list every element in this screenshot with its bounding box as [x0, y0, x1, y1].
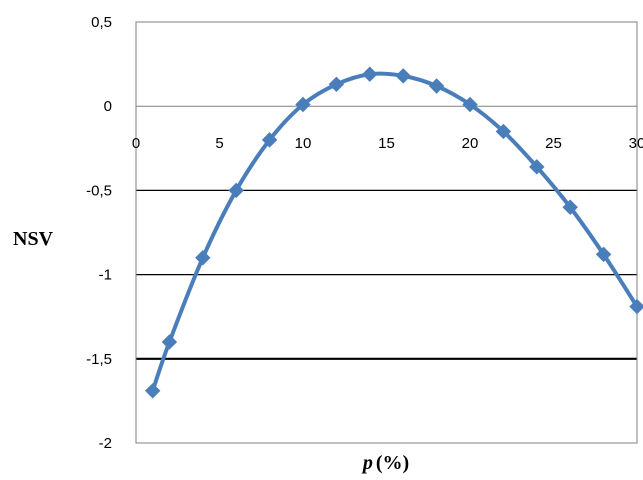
data-point: [529, 159, 545, 175]
data-point: [328, 76, 345, 93]
x-axis-title: p (%): [361, 452, 409, 474]
series-group: [150, 71, 639, 393]
data-point: [195, 250, 211, 266]
data-point: [595, 246, 612, 263]
x-tick-label: 10: [295, 135, 312, 152]
x-axis-variable: p: [361, 452, 373, 474]
data-point: [629, 298, 643, 315]
data-point: [462, 96, 478, 113]
gridlines: [136, 189, 637, 360]
data-point: [295, 96, 311, 113]
x-tick-label: 20: [462, 135, 479, 152]
x-tick-label: 5: [215, 135, 223, 152]
data-point: [261, 132, 278, 148]
plot-area-frame: [135, 21, 638, 444]
y-axis-title: NSV: [13, 228, 54, 250]
y-tick-labels: 0,5 0 -0,5 -1 -1,5 -2: [86, 14, 112, 452]
data-point: [428, 78, 445, 94]
series-line: [150, 71, 639, 393]
data-point: [228, 182, 244, 199]
y-tick-label: 0,5: [91, 14, 112, 31]
data-markers: [144, 66, 643, 399]
y-tick-label: -0,5: [86, 182, 112, 199]
data-point: [395, 68, 411, 84]
y-tick-label: 0: [104, 98, 112, 115]
y-tick-label: -1: [99, 267, 112, 284]
x-tick-label: 15: [378, 135, 395, 152]
data-point: [362, 66, 378, 82]
x-tick-label: 30: [629, 135, 643, 152]
data-point: [161, 334, 178, 350]
x-tick-label: 0: [132, 135, 140, 152]
data-point: [144, 383, 161, 399]
x-axis-unit: (%): [376, 452, 409, 474]
x-tick-label: 25: [545, 135, 562, 152]
y-tick-label: -2: [99, 435, 112, 452]
x-tick-labels: 0 5 10 15 20 25 30: [132, 135, 643, 152]
data-point: [562, 199, 578, 215]
data-point: [495, 123, 512, 140]
y-tick-label: -1,5: [86, 351, 112, 368]
